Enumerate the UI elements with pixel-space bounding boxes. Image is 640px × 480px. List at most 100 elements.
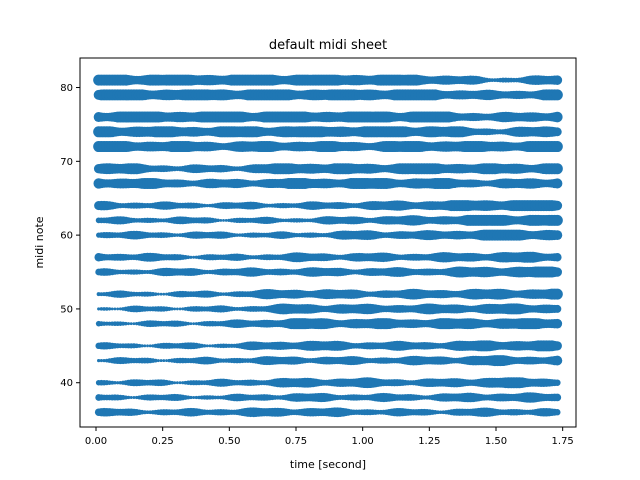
note-marker	[436, 410, 440, 415]
note-marker	[105, 307, 109, 311]
note-marker	[192, 322, 196, 326]
note-marker	[102, 358, 106, 363]
note-marker	[554, 409, 561, 416]
note-marker	[153, 292, 158, 296]
note-marker	[553, 393, 562, 402]
note-marker	[97, 358, 101, 363]
note-marker	[135, 395, 139, 400]
note-marker	[192, 255, 196, 259]
note-marker	[99, 359, 103, 363]
note-marker	[554, 379, 561, 386]
note-marker	[178, 307, 182, 311]
y-tick-label: 80	[60, 83, 73, 94]
note-marker	[552, 230, 563, 241]
note-marker	[208, 344, 212, 348]
note-marker	[123, 395, 128, 400]
note-marker	[113, 381, 117, 385]
note-marker	[175, 233, 180, 237]
note-marker	[173, 307, 177, 311]
note-marker	[189, 395, 193, 400]
note-marker	[192, 395, 196, 400]
note-marker	[156, 359, 160, 363]
note-marker	[156, 218, 161, 223]
note-marker	[216, 218, 220, 223]
note-marker	[232, 233, 237, 238]
scatter-markers	[93, 74, 563, 418]
note-marker	[205, 203, 209, 208]
note-marker	[211, 344, 215, 348]
note-marker	[224, 218, 228, 222]
note-marker	[205, 344, 209, 348]
note-marker	[146, 344, 149, 348]
note-marker	[194, 255, 198, 259]
note-marker	[170, 380, 174, 385]
note-marker	[194, 322, 198, 326]
note-marker	[552, 178, 563, 189]
note-marker	[150, 358, 156, 363]
note-marker	[432, 410, 438, 415]
note-marker	[221, 292, 226, 296]
note-marker	[210, 395, 215, 400]
note-marker	[551, 214, 563, 226]
note-marker	[159, 218, 164, 223]
note-marker	[175, 381, 179, 385]
note-marker	[129, 322, 133, 326]
note-marker	[551, 288, 563, 300]
note-marker	[216, 395, 220, 400]
note-marker	[303, 218, 307, 223]
note-marker	[126, 395, 131, 400]
note-marker	[553, 253, 562, 262]
note-marker	[124, 321, 128, 326]
note-marker	[107, 380, 112, 385]
note-marker	[267, 203, 272, 208]
note-marker	[140, 344, 144, 348]
note-marker	[159, 359, 163, 362]
note-marker	[213, 395, 218, 400]
y-axis-ticks: 40 50 60 70 80	[60, 83, 80, 389]
x-tick-label: 1.75	[552, 436, 574, 447]
note-marker	[281, 218, 285, 223]
note-marker	[218, 292, 223, 297]
note-marker	[129, 396, 133, 399]
note-marker	[202, 344, 207, 348]
x-tick-label: 1.00	[352, 436, 374, 447]
note-marker	[99, 307, 104, 311]
x-tick-label: 0.75	[285, 436, 307, 447]
note-marker	[150, 292, 156, 297]
note-marker	[222, 218, 225, 222]
note-marker	[213, 218, 218, 223]
note-marker	[305, 218, 310, 223]
note-marker	[137, 343, 142, 348]
note-marker	[300, 218, 305, 223]
note-marker	[135, 322, 139, 326]
note-marker	[121, 321, 126, 326]
note-marker	[96, 292, 101, 297]
x-tick-label: 0.00	[85, 436, 107, 447]
note-marker	[169, 233, 175, 238]
note-marker	[284, 218, 288, 223]
note-marker	[208, 203, 212, 208]
note-marker	[552, 75, 563, 85]
note-marker	[189, 322, 193, 326]
note-marker	[175, 307, 179, 311]
note-marker	[552, 111, 563, 123]
note-marker	[189, 255, 193, 259]
note-marker	[235, 306, 240, 311]
note-marker	[219, 218, 223, 222]
note-marker	[143, 344, 147, 348]
note-marker	[102, 307, 106, 311]
note-marker	[159, 292, 163, 296]
note-marker	[156, 292, 160, 296]
note-marker	[165, 292, 169, 296]
note-marker	[552, 267, 563, 277]
x-tick-label: 1.25	[418, 436, 440, 447]
note-marker	[215, 291, 221, 297]
y-tick-label: 60	[60, 231, 73, 242]
note-marker	[552, 341, 562, 351]
note-marker	[110, 380, 115, 385]
note-marker	[264, 203, 269, 208]
note-marker	[194, 395, 198, 400]
y-tick-label: 50	[60, 304, 73, 315]
note-marker	[151, 344, 155, 348]
